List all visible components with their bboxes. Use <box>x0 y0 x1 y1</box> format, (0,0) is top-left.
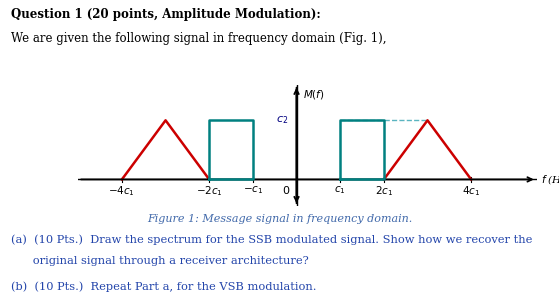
Text: We are given the following signal in frequency domain (Fig. 1),: We are given the following signal in fre… <box>11 32 387 45</box>
Text: $-2c_1$: $-2c_1$ <box>196 184 222 198</box>
Text: (a)  (10 Pts.)  Draw the spectrum for the SSB modulated signal. Show how we reco: (a) (10 Pts.) Draw the spectrum for the … <box>11 235 533 245</box>
Text: $M(f)$: $M(f)$ <box>303 88 325 101</box>
Text: $-4c_1$: $-4c_1$ <box>108 184 135 198</box>
Text: original signal through a receiver architecture?: original signal through a receiver archi… <box>11 256 309 266</box>
Text: Figure 1: Message signal in frequency domain.: Figure 1: Message signal in frequency do… <box>147 214 412 224</box>
Text: $4c_1$: $4c_1$ <box>462 184 480 198</box>
Text: $0$: $0$ <box>282 184 290 195</box>
Text: Question 1 (20 points, Amplitude Modulation):: Question 1 (20 points, Amplitude Modulat… <box>11 8 321 21</box>
Text: (b)  (10 Pts.)  Repeat Part a, for the VSB modulation.: (b) (10 Pts.) Repeat Part a, for the VSB… <box>11 281 317 292</box>
Text: $2c_1$: $2c_1$ <box>375 184 393 198</box>
Text: $f$ (Hz): $f$ (Hz) <box>541 173 559 186</box>
Text: $-c_1$: $-c_1$ <box>243 184 263 196</box>
Text: $c_2$: $c_2$ <box>276 115 288 126</box>
Text: $c_1$: $c_1$ <box>334 184 346 196</box>
